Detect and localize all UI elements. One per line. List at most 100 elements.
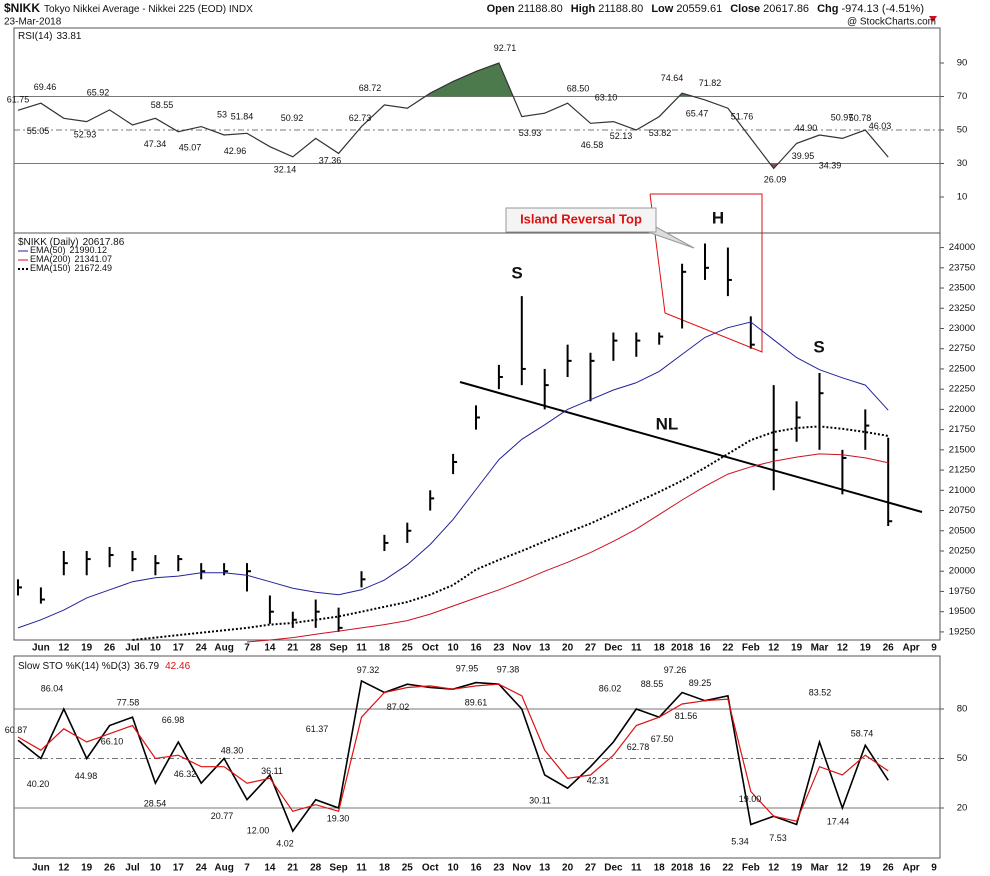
quote-label: Low: [651, 3, 673, 15]
x-tick-label: 12: [768, 863, 780, 874]
point-label: 65.92: [87, 88, 110, 98]
y-tick-label: 22500: [949, 363, 975, 374]
point-label: 92.71: [494, 43, 517, 53]
point-label: 4.02: [276, 839, 294, 849]
x-tick-label: 26: [883, 643, 895, 654]
y-tick-label: 10: [957, 192, 968, 203]
x-tick-label: 25: [402, 863, 414, 874]
point-label: 67.50: [651, 734, 674, 744]
point-label: 61.75: [7, 95, 30, 105]
point-label: 66.10: [101, 736, 124, 746]
x-tick-label: 16: [470, 863, 482, 874]
x-tick-label: Oct: [422, 643, 439, 654]
point-label: 12.00: [247, 826, 270, 836]
x-tick-label: 19: [791, 643, 803, 654]
x-tick-label: 19: [791, 863, 803, 874]
right-shoulder-label: S: [813, 337, 824, 356]
x-tick-label: 11: [631, 643, 642, 654]
point-label: 53.93: [519, 128, 542, 138]
x-tick-label: 27: [585, 643, 597, 654]
x-tick-label: Nov: [512, 643, 531, 654]
x-tick-label: Sep: [329, 863, 347, 874]
y-tick-label: 50: [957, 753, 968, 764]
legend-name: EMA(200): [30, 254, 71, 264]
x-tick-label: 10: [448, 863, 460, 874]
point-label: 20.77: [211, 811, 234, 821]
x-tick-label: Feb: [742, 643, 760, 654]
point-label: 48.30: [221, 746, 244, 756]
x-tick-label: 28: [310, 863, 322, 874]
x-tick-label: 17: [173, 863, 185, 874]
point-label: 19.30: [327, 814, 350, 824]
y-tick-label: 24000: [949, 242, 975, 253]
stoch-panel: [13, 655, 941, 859]
point-label: 83.52: [809, 688, 832, 698]
credit: @ StockCharts.com: [847, 17, 936, 28]
point-label: 81.56: [675, 711, 698, 721]
point-label: 66.98: [162, 715, 185, 725]
y-tick-label: 21000: [949, 485, 975, 496]
quote-label: High: [571, 3, 596, 15]
date: 23-Mar-2018: [4, 17, 62, 28]
neckline: [459, 381, 923, 513]
x-tick-label: 16: [470, 643, 482, 654]
x-tick-label: 26: [104, 643, 116, 654]
rsi-legend: RSI(14) 33.81: [18, 31, 82, 42]
y-tick-label: 21750: [949, 424, 975, 435]
x-tick-label: 7: [244, 863, 250, 874]
x-tick-label: 17: [173, 643, 185, 654]
point-label: 60.87: [5, 725, 28, 735]
head-label: H: [712, 208, 724, 227]
x-tick-label: 9: [931, 863, 937, 874]
x-tick-label: Dec: [604, 863, 623, 874]
x-tick-label: 14: [264, 643, 276, 654]
x-tick-label: Apr: [902, 643, 919, 654]
ema-line: [246, 453, 889, 643]
y-tick-label: 20750: [949, 505, 975, 516]
x-tick-label: Sep: [329, 643, 347, 654]
point-label: 86.04: [41, 683, 64, 693]
point-label: 32.14: [274, 164, 297, 174]
threshold-fill: [769, 163, 779, 169]
x-tick-label: 24: [196, 863, 208, 874]
x-tick-label: 20: [562, 643, 574, 654]
x-tick-label: 25: [402, 643, 414, 654]
ohlc-last: 20617.86: [83, 237, 125, 248]
point-label: 89.61: [465, 697, 488, 707]
d-last: 42.46: [165, 661, 190, 672]
x-tick-label: 10: [150, 643, 162, 654]
x-tick-label: Dec: [604, 643, 623, 654]
point-label: 51.84: [231, 111, 254, 121]
quote-label: Chg: [817, 3, 838, 15]
point-label: 37.36: [319, 156, 342, 166]
y-tick-label: 23750: [949, 262, 975, 273]
y-tick-label: 20250: [949, 546, 975, 557]
left-shoulder-label: S: [511, 263, 522, 282]
x-tick-label: 18: [654, 643, 666, 654]
x-tick-label: Aug: [214, 643, 233, 654]
point-label: 52.13: [610, 131, 633, 141]
quote-value: 20617.86: [763, 3, 809, 15]
legend-entry: EMA(50) 21990.12: [30, 245, 107, 255]
point-label: 55.05: [27, 126, 50, 136]
threshold-fill: [18, 63, 889, 97]
x-tick-label: 19: [81, 643, 93, 654]
point-label: 87.02: [387, 702, 410, 712]
y-tick-label: 20500: [949, 525, 975, 536]
point-label: 68.72: [359, 83, 382, 93]
price-panel: [13, 232, 941, 641]
point-label: 51.76: [731, 111, 754, 121]
point-label: 44.98: [75, 771, 98, 781]
x-tick-label: 28: [310, 643, 322, 654]
x-tick-label: 11: [356, 863, 367, 874]
stoch-legend: Slow STO %K(14) %D(3) 36.79 42.46: [18, 661, 191, 672]
point-label: 50.92: [281, 113, 304, 123]
point-label: 62.73: [349, 113, 372, 123]
y-tick-label: 19750: [949, 586, 975, 597]
x-tick-label: 27: [585, 863, 597, 874]
x-tick-label: 21: [287, 863, 299, 874]
quote-label: Open: [487, 3, 515, 15]
point-label: 53: [217, 109, 227, 119]
x-tick-label: Mar: [811, 643, 829, 654]
